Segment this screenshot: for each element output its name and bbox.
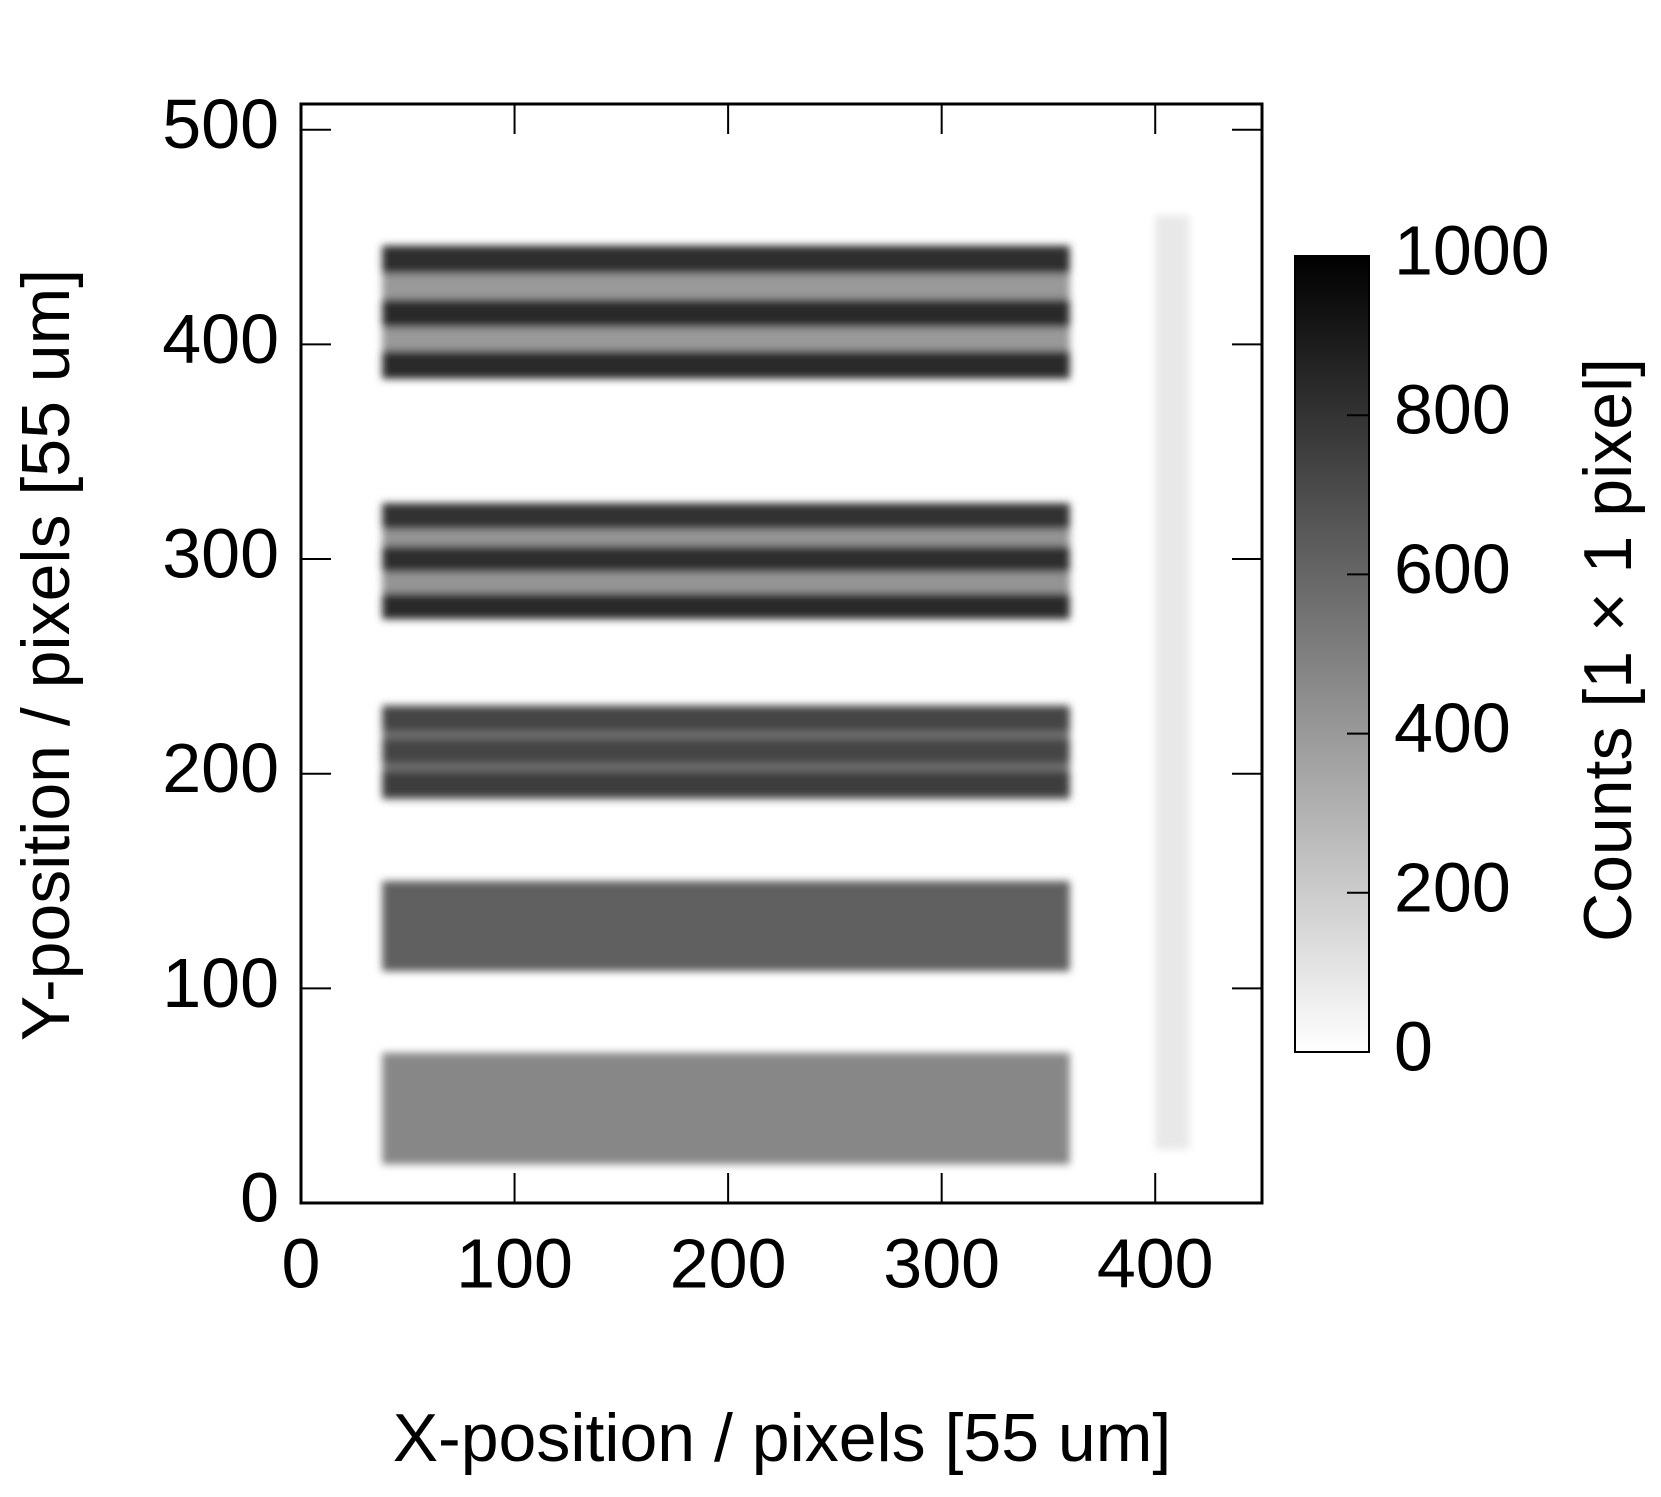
x-axis-title: X-position / pixels [55 um] — [393, 1400, 1172, 1476]
heatmap-cell — [382, 593, 1070, 620]
heatmap-cell — [1155, 215, 1190, 1150]
colorbar-tick-label: 0 — [1394, 1007, 1433, 1085]
heatmap-cell — [382, 299, 1070, 328]
plot-frame — [299, 102, 1264, 1205]
heatmap-cell — [382, 350, 1070, 379]
y-tick-label: 300 — [162, 515, 279, 593]
colorbar-title: Counts [1 × 1 pixel] — [1570, 358, 1646, 942]
y-tick-label: 500 — [162, 85, 279, 163]
y-axis-title: Y-position / pixels [55 um] — [8, 269, 84, 1041]
x-tick-label: 0 — [282, 1224, 321, 1302]
heatmap — [382, 215, 1190, 1165]
x-tick-label: 300 — [883, 1224, 1000, 1302]
colorbar-tick-label: 800 — [1394, 371, 1511, 449]
y-tick-label: 400 — [162, 300, 279, 378]
y-tick-label: 200 — [162, 729, 279, 807]
heatmap-cell — [382, 245, 1070, 274]
heatmap-cell — [382, 739, 1070, 763]
x-tick-label: 200 — [670, 1224, 787, 1302]
y-tick-label: 100 — [162, 944, 279, 1022]
colorbar-tick-label: 1000 — [1394, 211, 1550, 289]
colorbar-tick-label: 600 — [1394, 530, 1511, 608]
x-tick-label: 100 — [456, 1224, 573, 1302]
heatmap-cell — [382, 503, 1070, 530]
heatmap-cell — [382, 1052, 1070, 1165]
x-tick-label: 400 — [1097, 1224, 1214, 1302]
heatmap-cell — [382, 546, 1070, 572]
colorbar-tick-label: 400 — [1394, 689, 1511, 767]
heatmap-cell — [382, 771, 1070, 798]
heatmap-cell — [382, 707, 1070, 731]
y-tick-label: 0 — [240, 1158, 279, 1236]
heatmap-cell — [382, 881, 1070, 972]
colorbar — [1294, 255, 1370, 1053]
colorbar-tick-label: 200 — [1394, 848, 1511, 926]
